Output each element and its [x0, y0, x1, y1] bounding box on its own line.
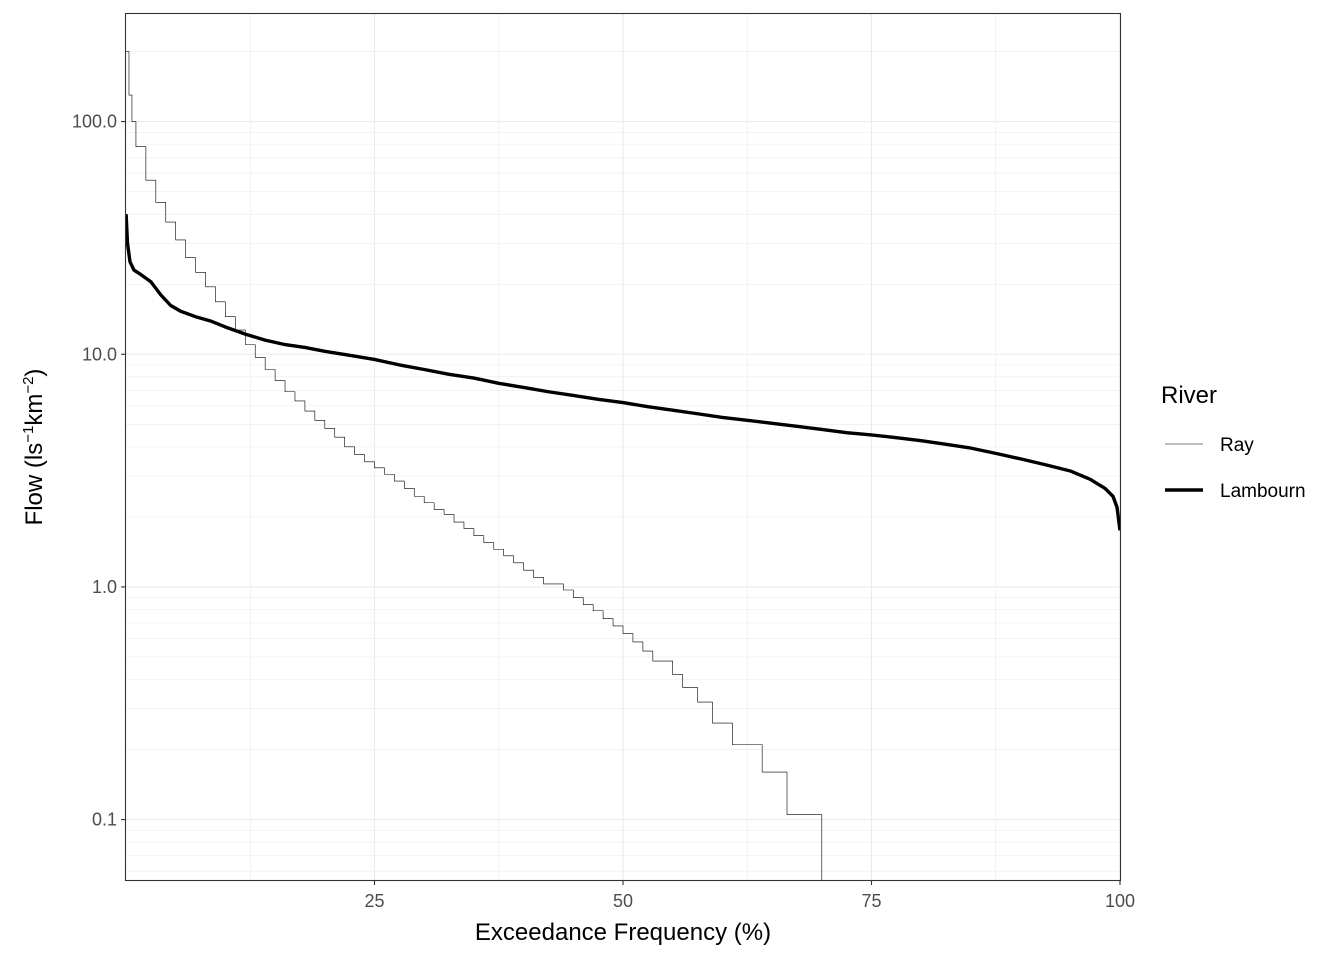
major-gridlines [126, 14, 1121, 880]
y-axis-title-sup2: −2 [20, 377, 37, 394]
legend-label-lambourn: Lambourn [1220, 481, 1306, 502]
x-tick-label: 50 [613, 891, 633, 911]
y-axis-title-sup1: −1 [20, 426, 37, 443]
legend: River Ray Lambourn [1161, 382, 1306, 502]
legend-title: River [1161, 382, 1217, 409]
legend-label-ray: Ray [1220, 435, 1254, 456]
series-line-ray [126, 51, 823, 880]
y-tick-label: 1.0 [92, 577, 117, 597]
x-tick-label: 25 [364, 891, 384, 911]
series-line-lambourn [126, 214, 1120, 531]
y-axis-title-mid: km [21, 394, 48, 426]
x-axis-ticks: 25 50 75 100 [364, 880, 1135, 911]
y-tick-label: 100.0 [72, 112, 117, 132]
x-tick-label: 100 [1105, 891, 1135, 911]
series-layer [126, 51, 1120, 880]
y-axis-title-main: Flow (ls [21, 443, 48, 526]
y-tick-label: 0.1 [92, 810, 117, 830]
y-tick-label: 10.0 [82, 344, 117, 364]
x-tick-label: 75 [861, 891, 881, 911]
y-axis-title: Flow (ls−1km−2) [20, 369, 48, 526]
y-axis-ticks: 0.1 1.0 10.0 100.0 [72, 112, 126, 830]
y-axis-title-end: ) [21, 369, 48, 377]
x-axis-title: Exceedance Frequency (%) [475, 919, 771, 946]
